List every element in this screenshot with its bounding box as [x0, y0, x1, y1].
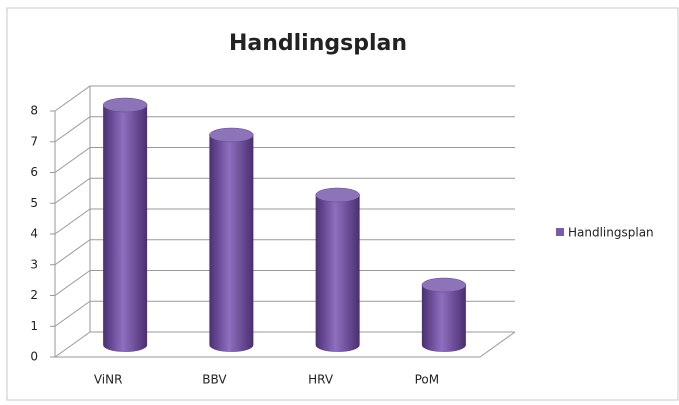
grid-line	[54, 85, 515, 112]
grid-line	[54, 270, 515, 296]
y-tick-label: 8	[30, 104, 38, 118]
grid-line	[54, 147, 515, 173]
bar-top	[421, 277, 467, 293]
y-tick-label: 1	[30, 319, 38, 333]
y-tick-label: 6	[30, 165, 38, 179]
x-tick-label: HRV	[308, 373, 334, 387]
bar	[103, 105, 148, 353]
y-tick-label: 3	[30, 257, 38, 271]
y-tick-label: 5	[30, 196, 38, 210]
legend-label: Handlingsplan	[568, 226, 654, 240]
bar-top	[209, 127, 254, 143]
chart-title: Handlingsplan	[229, 31, 407, 56]
grid-line	[54, 208, 515, 235]
bar	[421, 285, 466, 353]
grid-line	[54, 116, 515, 143]
legend-swatch	[556, 228, 564, 236]
grid-line	[54, 300, 515, 327]
y-tick-label: 2	[30, 288, 38, 302]
x-tick-label: ViNR	[94, 373, 123, 387]
x-tick-label: PoM	[415, 373, 440, 387]
bar-top	[315, 187, 360, 203]
bar	[315, 195, 360, 353]
grid-line	[54, 177, 515, 204]
bar-top	[102, 97, 148, 113]
grid-line	[54, 331, 515, 358]
y-tick-label: 0	[30, 350, 38, 364]
floor-edge	[55, 331, 516, 358]
y-tick-label: 7	[30, 134, 38, 148]
grid-line	[54, 239, 515, 266]
y-tick-label: 4	[30, 227, 38, 241]
bar	[209, 135, 254, 353]
x-tick-label: BBV	[202, 373, 227, 387]
